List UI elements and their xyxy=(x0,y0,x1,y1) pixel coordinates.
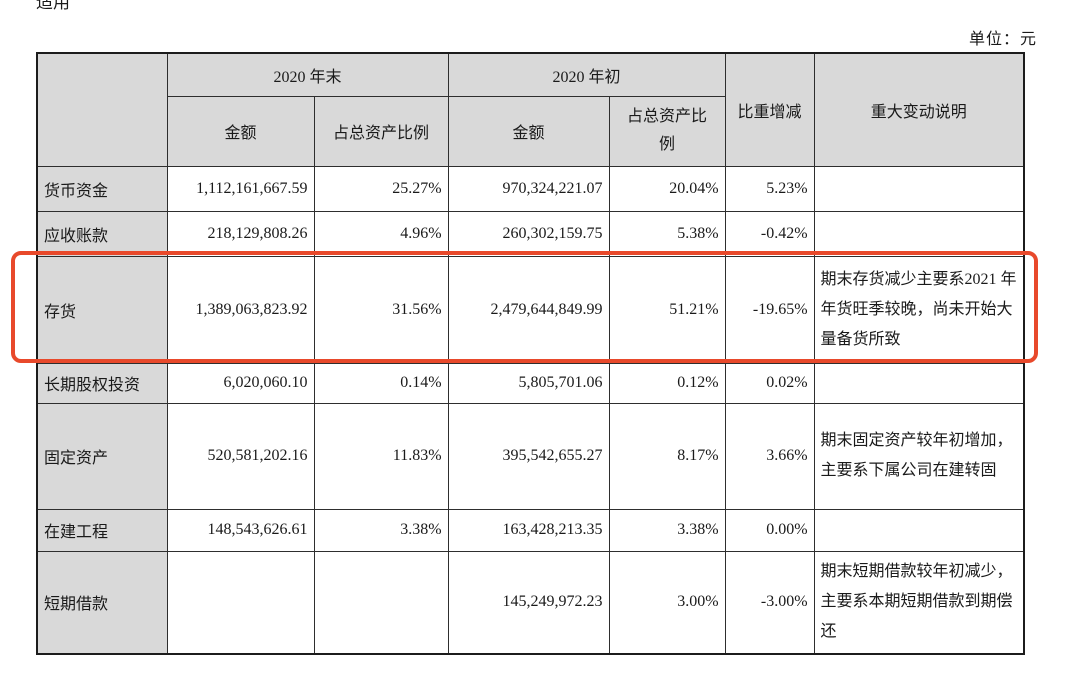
end-amount-cell: 148,543,626.61 xyxy=(166,508,315,552)
header-item-cell xyxy=(36,52,168,167)
table-row-short-term-borrowings: 短期借款 145,249,972.23 3.00% -3.00% 期末短期借款较… xyxy=(36,550,1025,655)
end-ratio-cell: 0.14% xyxy=(313,362,449,404)
clipped-top-text: 适用 xyxy=(36,0,70,12)
end-ratio-cell: 25.27% xyxy=(313,165,449,212)
unit-label: 单位：元 xyxy=(968,31,1037,48)
header-row-sub: 金额 占总资产比例 金额 占总资产比例 xyxy=(37,95,1024,167)
header-ratio-end: 占总资产比例 xyxy=(313,95,449,167)
row-label: 固定资产 xyxy=(36,402,168,510)
note-cell xyxy=(813,210,1025,257)
row-label: 存货 xyxy=(36,255,168,364)
header-row-groups: 2020 年末 2020 年初 比重增减 重大变动说明 xyxy=(36,52,1025,167)
end-amount-cell: 1,112,161,667.59 xyxy=(166,165,315,212)
header-ratio-begin-text: 占总资产比例 xyxy=(627,108,708,153)
end-ratio-cell: 11.83% xyxy=(313,402,449,510)
note-cell xyxy=(813,165,1025,212)
change-cell: 3.66% xyxy=(724,402,815,510)
note-cell xyxy=(813,362,1025,404)
header-2020-begin: 2020 年初 xyxy=(447,52,726,97)
row-label: 短期借款 xyxy=(36,550,168,655)
begin-amount-cell: 2,479,644,849.99 xyxy=(447,255,610,364)
header-amount-begin: 金额 xyxy=(447,95,610,167)
begin-ratio-cell: 3.00% xyxy=(608,550,726,655)
change-cell: 5.23% xyxy=(724,165,815,212)
change-cell: -0.42% xyxy=(724,210,815,257)
header-ratio-begin: 占总资产比例 xyxy=(608,95,726,167)
begin-ratio-cell: 20.04% xyxy=(608,165,726,212)
begin-ratio-cell: 8.17% xyxy=(608,402,726,510)
row-label: 长期股权投资 xyxy=(36,362,168,404)
note-cell: 期末存货减少主要系2021 年年货旺季较晚，尚未开始大量备货所致 xyxy=(813,255,1025,364)
begin-amount-cell: 145,249,972.23 xyxy=(447,550,610,655)
header-amount-end: 金额 xyxy=(166,95,315,167)
begin-amount-cell: 5,805,701.06 xyxy=(447,362,610,404)
table-row-construction-in-progress: 在建工程 148,543,626.61 3.38% 163,428,213.35… xyxy=(36,508,1025,552)
header-note: 重大变动说明 xyxy=(813,52,1025,167)
end-amount-cell: 1,389,063,823.92 xyxy=(166,255,315,364)
table-row-fixed-assets: 固定资产 520,581,202.16 11.83% 395,542,655.2… xyxy=(36,402,1025,510)
end-amount-cell: 218,129,808.26 xyxy=(166,210,315,257)
begin-ratio-cell: 5.38% xyxy=(608,210,726,257)
row-label: 应收账款 xyxy=(36,210,168,257)
table-row-accounts-receivable: 应收账款 218,129,808.26 4.96% 260,302,159.75… xyxy=(36,210,1025,257)
header-change: 比重增减 xyxy=(724,52,815,167)
end-ratio-cell: 31.56% xyxy=(313,255,449,364)
end-amount-cell: 520,581,202.16 xyxy=(166,402,315,510)
note-cell xyxy=(813,508,1025,552)
note-cell: 期末短期借款较年初减少，主要系本期短期借款到期偿还 xyxy=(813,550,1025,655)
end-ratio-cell: 4.96% xyxy=(313,210,449,257)
begin-amount-cell: 163,428,213.35 xyxy=(447,508,610,552)
row-label: 在建工程 xyxy=(36,508,168,552)
begin-amount-cell: 395,542,655.27 xyxy=(447,402,610,510)
assets-change-table: 2020 年末 2020 年初 比重增减 重大变动说明 金额 占总资产比例 金额… xyxy=(36,52,1026,655)
end-ratio-cell: 3.38% xyxy=(313,508,449,552)
note-cell: 期末固定资产较年初增加，主要系下属公司在建转固 xyxy=(813,402,1025,510)
end-ratio-cell xyxy=(313,550,449,655)
change-cell: -3.00% xyxy=(724,550,815,655)
end-amount-cell xyxy=(166,550,315,655)
end-amount-cell: 6,020,060.10 xyxy=(166,362,315,404)
begin-ratio-cell: 0.12% xyxy=(608,362,726,404)
table-row-monetary-funds: 货币资金 1,112,161,667.59 25.27% 970,324,221… xyxy=(36,165,1025,212)
begin-ratio-cell: 51.21% xyxy=(608,255,726,364)
row-label: 货币资金 xyxy=(36,165,168,212)
begin-amount-cell: 260,302,159.75 xyxy=(447,210,610,257)
change-cell: 0.00% xyxy=(724,508,815,552)
begin-amount-cell: 970,324,221.07 xyxy=(447,165,610,212)
header-2020-end: 2020 年末 xyxy=(166,52,449,97)
table-row-long-term-equity: 长期股权投资 6,020,060.10 0.14% 5,805,701.06 0… xyxy=(36,362,1025,404)
table-row-inventory: 存货 1,389,063,823.92 31.56% 2,479,644,849… xyxy=(36,255,1025,364)
begin-ratio-cell: 3.38% xyxy=(608,508,726,552)
change-cell: -19.65% xyxy=(724,255,815,364)
change-cell: 0.02% xyxy=(724,362,815,404)
